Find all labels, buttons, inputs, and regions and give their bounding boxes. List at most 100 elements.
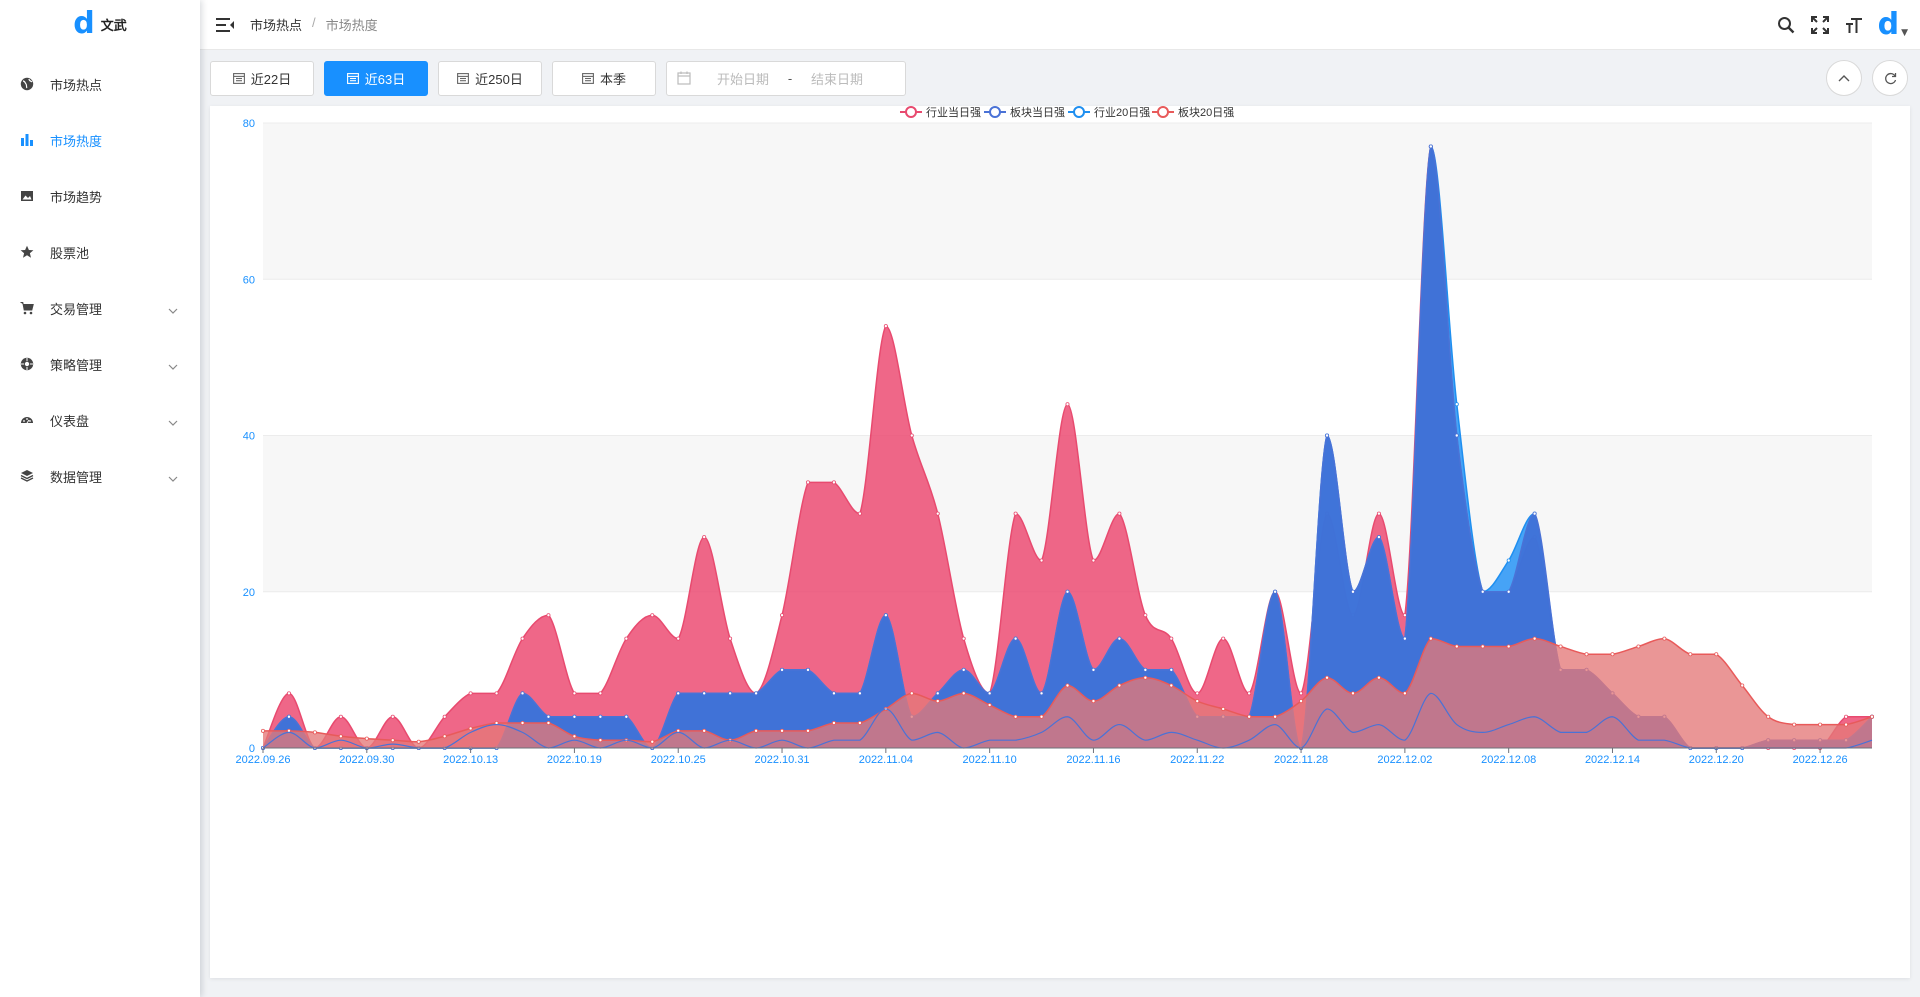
refresh-button[interactable] <box>1872 60 1908 96</box>
menu-fold-icon[interactable] <box>216 16 234 34</box>
x-tick-label: 2022.11.16 <box>1066 754 1120 766</box>
data-point <box>1844 714 1849 719</box>
data-point <box>805 667 810 672</box>
sidebar: d 文武 市场热点 市场热度 市场趋势 股票池 交易管理策略管理仪表盘数据管理 <box>0 0 200 997</box>
data-point <box>1636 644 1641 649</box>
range-button-0[interactable]: 近22日 <box>210 60 314 96</box>
data-point <box>1143 675 1148 680</box>
data-point <box>468 726 473 731</box>
data-point <box>857 511 862 516</box>
data-point <box>1428 144 1433 149</box>
data-point <box>1039 558 1044 563</box>
data-point <box>780 667 785 672</box>
sidebar-item-stock-pool[interactable]: 股票池 <box>0 224 200 280</box>
user-avatar[interactable]: d ▼ <box>1878 10 1908 40</box>
data-point <box>1688 652 1693 657</box>
range-button-label: 近250日 <box>475 71 523 87</box>
data-point <box>728 691 733 696</box>
data-point <box>780 613 785 618</box>
data-point <box>1532 511 1537 516</box>
logo[interactable]: d 文武 <box>0 0 200 48</box>
data-point <box>1039 691 1044 696</box>
range-button-2[interactable]: 近250日 <box>438 60 542 96</box>
picture-icon <box>20 189 34 203</box>
fullscreen-icon[interactable] <box>1810 15 1830 35</box>
range-button-label: 本季 <box>599 71 626 87</box>
data-point <box>961 636 966 641</box>
data-point <box>909 433 914 438</box>
data-point <box>1091 699 1096 704</box>
collapse-button[interactable] <box>1826 60 1862 96</box>
logo-mark: d <box>73 6 95 41</box>
sidebar-item-data[interactable]: 数据管理 <box>0 448 200 504</box>
start-date-input[interactable]: 开始日期 <box>716 71 769 87</box>
date-range-picker[interactable]: 开始日期 - 结束日期 <box>666 60 906 96</box>
data-point <box>728 636 733 641</box>
sidebar-item-strategy[interactable]: 策略管理 <box>0 336 200 392</box>
data-point <box>1844 722 1849 727</box>
data-point <box>1091 558 1096 563</box>
range-button-3[interactable]: 本季 <box>552 60 656 96</box>
end-date-input[interactable]: 结束日期 <box>810 71 863 87</box>
data-point <box>857 691 862 696</box>
data-point <box>416 739 421 744</box>
sidebar-item-trend[interactable]: 市场趋势 <box>0 168 200 224</box>
data-point <box>935 699 940 704</box>
data-point <box>1221 636 1226 641</box>
breadcrumb-item-parent[interactable]: 市场热点 <box>250 18 303 33</box>
sidebar-item-heat[interactable]: 市场热度 <box>0 112 200 168</box>
data-point <box>1480 589 1485 594</box>
search-icon[interactable] <box>1776 15 1796 35</box>
data-point <box>987 691 992 696</box>
compass-icon <box>20 357 34 371</box>
data-point <box>650 739 655 744</box>
data-point <box>1273 714 1278 719</box>
x-tick-label: 2022.10.13 <box>443 754 498 766</box>
chevron-down-icon <box>168 414 178 429</box>
x-tick-label: 2022.10.25 <box>651 754 706 766</box>
sidebar-item-label: 策略管理 <box>50 357 103 373</box>
data-point <box>805 728 810 733</box>
data-point <box>1117 511 1122 516</box>
sidebar-item-label: 仪表盘 <box>50 413 90 429</box>
y-tick-label: 20 <box>243 587 255 599</box>
data-point <box>1350 691 1355 696</box>
data-point <box>1558 644 1563 649</box>
calendar-icon <box>457 73 470 84</box>
range-button-label: 近63日 <box>364 71 406 87</box>
data-point <box>1065 589 1070 594</box>
legend-marker-sector-20d <box>1157 106 1169 118</box>
sidebar-item-hotspot[interactable]: 市场热点 <box>0 56 200 112</box>
data-point <box>572 734 577 739</box>
data-point <box>572 714 577 719</box>
data-point <box>1376 535 1381 540</box>
series-area-sector-day <box>263 146 1872 748</box>
data-point <box>1402 636 1407 641</box>
calendar-icon <box>582 73 594 84</box>
sidebar-item-trade[interactable]: 交易管理 <box>0 280 200 336</box>
data-point <box>1870 714 1875 719</box>
data-point <box>1247 714 1252 719</box>
top-header: 市场热点 / 市场热度 d ▼ <box>200 0 1920 50</box>
data-point <box>1818 722 1823 727</box>
font-size-icon[interactable] <box>1844 15 1864 35</box>
data-point <box>702 535 707 540</box>
data-point <box>1195 699 1200 704</box>
data-point <box>546 721 551 726</box>
series-area-sector-20d <box>263 638 1872 748</box>
data-point <box>1013 714 1018 719</box>
sidebar-menu: 市场热点 市场热度 市场趋势 股票池 交易管理策略管理仪表盘数据管理 <box>0 56 200 504</box>
data-point <box>831 691 836 696</box>
data-point <box>1376 675 1381 680</box>
data-point <box>338 714 343 719</box>
chart-card: 0 20 40 60 80 2022.09.26 2022.09.30 2022.10.13 2… <box>210 105 1910 978</box>
data-point <box>883 324 888 329</box>
data-point <box>1428 636 1433 641</box>
sidebar-item-dashboard[interactable]: 仪表盘 <box>0 392 200 448</box>
range-button-1[interactable]: 近63日 <box>324 60 428 96</box>
data-point <box>520 636 525 641</box>
data-point <box>494 691 499 696</box>
x-tick-label: 2022.09.26 <box>235 754 290 766</box>
data-point <box>754 728 759 733</box>
legend-marker-industry-day <box>905 106 917 118</box>
